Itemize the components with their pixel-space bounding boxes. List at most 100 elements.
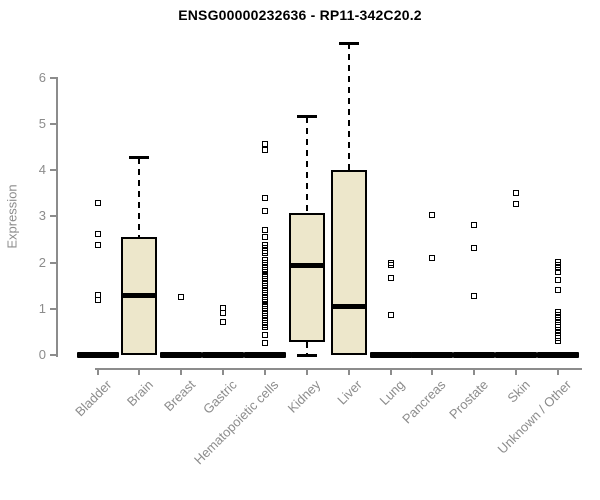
outlier-point	[429, 212, 436, 219]
zero-box-bar	[160, 351, 203, 358]
x-tick-label: Skin	[504, 377, 533, 406]
x-tick	[222, 368, 225, 375]
outlier-point	[513, 190, 520, 197]
outlier-point	[554, 315, 561, 322]
outlier-point	[554, 338, 561, 345]
upper-whisker-cap	[338, 41, 359, 45]
outlier-point	[94, 199, 101, 206]
y-tick	[50, 76, 57, 79]
outlier-point	[387, 261, 394, 268]
y-tick	[50, 354, 57, 356]
x-tick	[305, 368, 308, 375]
outlier-point	[554, 258, 561, 265]
zero-box-bar	[243, 351, 286, 358]
x-tick	[263, 368, 266, 375]
upper-whisker-cap	[129, 156, 150, 160]
outlier-point	[220, 318, 227, 325]
outlier-point	[261, 140, 268, 147]
outlier-point	[554, 277, 561, 284]
y-axis-line	[56, 76, 58, 357]
outlier-point	[471, 222, 478, 229]
x-tick-label: Brain	[123, 377, 156, 410]
outlier-point	[261, 233, 268, 240]
x-tick-label: Unknown / Other	[494, 377, 575, 457]
outlier-point	[94, 296, 101, 303]
box	[288, 212, 325, 342]
upper-whisker	[138, 157, 141, 237]
y-tick	[50, 169, 57, 172]
outlier-point	[513, 200, 520, 207]
upper-whisker-cap	[296, 115, 317, 119]
outlier-point	[471, 245, 478, 252]
y-tick-label: 3	[38, 208, 46, 224]
outlier-point	[554, 261, 561, 268]
outlier-point	[554, 287, 561, 294]
y-tick-label: 4	[38, 162, 46, 178]
x-tick	[431, 368, 434, 375]
x-tick	[347, 368, 350, 375]
x-tick	[180, 368, 183, 375]
x-tick-label: Lung	[376, 377, 408, 409]
y-tick-label: 1	[38, 300, 46, 316]
outlier-point	[261, 227, 268, 234]
outlier-point	[554, 309, 561, 316]
zero-box-bar	[536, 351, 579, 358]
x-tick	[389, 368, 392, 375]
x-tick-label: Gastric	[199, 377, 240, 417]
box	[330, 170, 367, 355]
outlier-point	[261, 332, 268, 339]
x-tick-label: Kidney	[284, 377, 324, 416]
median-line	[288, 262, 325, 268]
zero-box-bar	[76, 351, 119, 358]
x-tick	[138, 368, 141, 375]
outlier-point	[220, 310, 227, 317]
x-tick-label: Prostate	[446, 377, 491, 422]
outlier-point	[261, 339, 268, 346]
outlier-point	[261, 146, 268, 153]
y-tick	[50, 123, 57, 125]
x-tick-label: Bladder	[71, 377, 115, 420]
outlier-point	[261, 195, 268, 202]
outlier-point	[261, 324, 268, 331]
outlier-point	[429, 255, 436, 262]
y-tick-label: 6	[38, 69, 46, 85]
outlier-point	[471, 293, 478, 300]
zero-box-bar	[369, 351, 412, 358]
zero-box-bar	[495, 351, 538, 358]
outlier-point	[554, 268, 561, 275]
outlier-point	[261, 250, 268, 257]
outlier-point	[94, 242, 101, 249]
upper-whisker	[347, 43, 350, 171]
lower-whisker	[305, 341, 308, 355]
x-tick	[473, 368, 476, 375]
outlier-point	[94, 230, 101, 237]
y-tick-label: 0	[38, 347, 46, 362]
outlier-point	[387, 311, 394, 318]
y-tick	[50, 215, 57, 218]
chart-title: ENSG00000232636 - RP11-342C20.2	[178, 7, 422, 23]
y-tick-label: 2	[38, 254, 46, 270]
outlier-point	[261, 207, 268, 214]
y-tick-label: 5	[38, 116, 46, 131]
zero-box-bar	[453, 351, 496, 358]
x-tick	[515, 368, 518, 375]
outlier-point	[178, 294, 185, 301]
median-line	[330, 304, 367, 310]
upper-whisker	[305, 116, 308, 213]
outlier-point	[554, 265, 561, 272]
x-tick-label: Liver	[334, 377, 366, 408]
x-tick	[556, 368, 559, 375]
median-line	[121, 292, 158, 298]
outlier-point	[387, 275, 394, 282]
x-tick-label: Breast	[160, 377, 198, 415]
lower-whisker-cap	[296, 353, 317, 357]
zero-box-bar	[411, 351, 454, 358]
y-tick	[50, 261, 57, 264]
x-tick	[96, 368, 99, 375]
x-axis-line	[95, 368, 582, 370]
x-tick-label: Pancreas	[399, 377, 449, 427]
zero-box-bar	[202, 351, 245, 358]
y-tick	[50, 307, 57, 310]
